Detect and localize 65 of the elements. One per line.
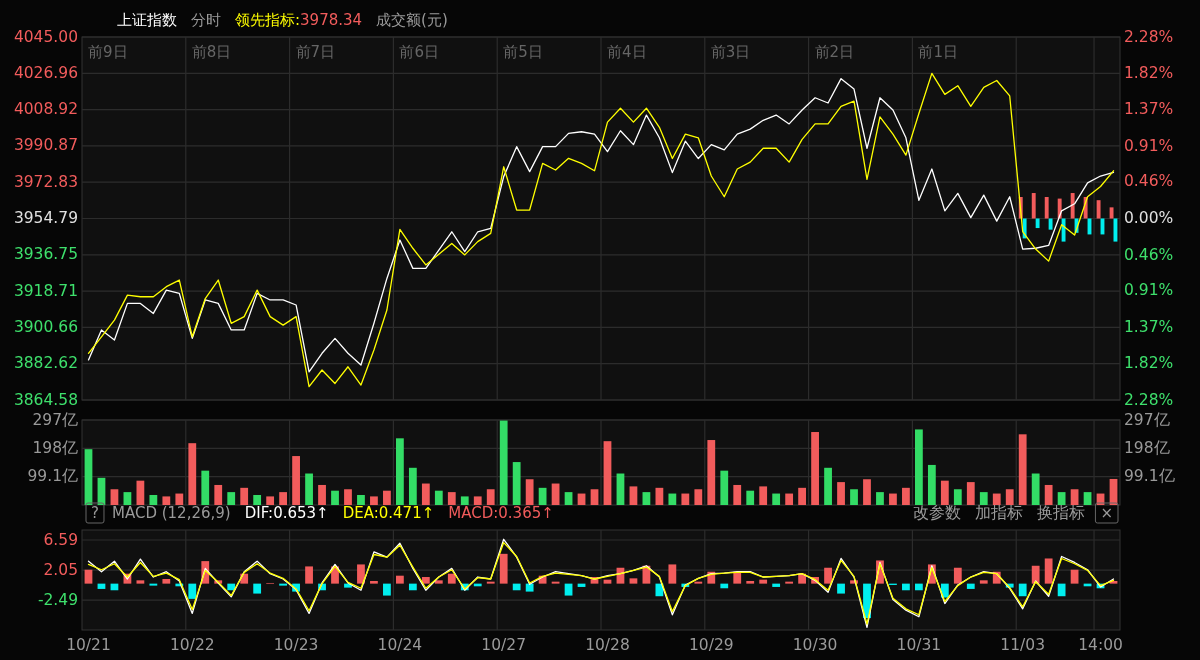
y-tick-label: 99.1亿 bbox=[27, 467, 78, 486]
annotation: 换指标 bbox=[1037, 502, 1086, 522]
y2-tick-label: 2.28% bbox=[1124, 390, 1174, 409]
annotation: 前8日 bbox=[191, 42, 232, 61]
y-tick-label: 4008.92 bbox=[13, 100, 78, 119]
y-tick-label: 3864.58 bbox=[13, 390, 78, 409]
y2-tick-label: 2.28% bbox=[1124, 27, 1174, 46]
y-tick-label: 3954.79 bbox=[13, 209, 78, 227]
y2-tick-label: 297亿 bbox=[1124, 410, 1170, 429]
annotation: 前1日 bbox=[918, 42, 958, 61]
y-tick-label: 3990.87 bbox=[13, 136, 78, 155]
annotation: 改参数 bbox=[913, 502, 962, 522]
x-tick-label: 10/21 bbox=[66, 635, 111, 654]
y2-tick-label: 1.82% bbox=[1124, 64, 1174, 83]
y2-tick-label: 0.46% bbox=[1124, 172, 1174, 191]
annotation: ? bbox=[91, 503, 99, 522]
y-tick-label: 3900.66 bbox=[13, 317, 78, 336]
annotation: 前2日 bbox=[814, 42, 855, 61]
x-tick-label: 14:00 bbox=[1078, 635, 1123, 654]
y-tick-label: -2.49 bbox=[37, 590, 78, 609]
x-tick-label: 10/28 bbox=[585, 635, 630, 654]
text: MACD:0.365↑ bbox=[448, 503, 554, 522]
x-tick-label: 10/23 bbox=[273, 635, 319, 654]
annotation: 前5日 bbox=[503, 42, 543, 61]
text: DEA:0.471↑ bbox=[342, 503, 435, 522]
text: 分时 bbox=[191, 10, 221, 29]
annotation: 前4日 bbox=[607, 42, 647, 61]
annotation: 前6日 bbox=[399, 42, 439, 61]
x-tick-label: 10/22 bbox=[169, 635, 215, 654]
y-tick-label: 2.05 bbox=[43, 560, 78, 579]
annotation: × bbox=[1100, 503, 1113, 522]
text: 上证指数 bbox=[117, 10, 177, 29]
y2-tick-label: 1.37% bbox=[1124, 318, 1174, 337]
annotation: 加指标 bbox=[975, 502, 1024, 522]
y2-tick-label: 0.91% bbox=[1124, 281, 1174, 300]
text: 3978.34 bbox=[300, 10, 363, 29]
y2-tick-label: 99.1亿 bbox=[1124, 467, 1175, 486]
annotation: 前9日 bbox=[88, 42, 128, 61]
y-tick-label: 198亿 bbox=[32, 438, 78, 457]
y-tick-label: 3918.71 bbox=[13, 281, 78, 300]
text: 领先指标: bbox=[235, 10, 301, 29]
annotation: 前7日 bbox=[295, 42, 336, 61]
x-tick-label: 10/24 bbox=[377, 635, 423, 654]
y-tick-label: 297亿 bbox=[32, 410, 78, 429]
text: 成交额(元) bbox=[376, 10, 448, 29]
y2-tick-label: 198亿 bbox=[1124, 438, 1170, 457]
y2-tick-label: 1.82% bbox=[1124, 353, 1174, 372]
y2-tick-label: 1.37% bbox=[1124, 99, 1174, 118]
y-tick-label: 3972.83 bbox=[13, 172, 78, 191]
chart-title: MACD (12,26,9) bbox=[111, 503, 231, 522]
y-tick-label: 6.59 bbox=[43, 530, 78, 549]
x-tick-label: 10/29 bbox=[688, 635, 734, 654]
annotation: 前3日 bbox=[710, 42, 751, 61]
y2-tick-label: 0.00% bbox=[1124, 209, 1174, 227]
x-tick-label: 10/31 bbox=[896, 635, 942, 654]
y-tick-label: 3882.62 bbox=[13, 354, 78, 373]
y2-tick-label: 0.91% bbox=[1124, 136, 1174, 155]
y-tick-label: 3936.75 bbox=[13, 245, 78, 264]
x-tick-label: 10/30 bbox=[792, 635, 838, 654]
x-tick-label: 11/03 bbox=[1000, 635, 1046, 654]
y2-tick-label: 0.46% bbox=[1124, 245, 1174, 264]
x-tick-label: 10/27 bbox=[481, 635, 527, 654]
y-tick-label: 4045.00 bbox=[13, 27, 78, 46]
text: DIF:0.653↑ bbox=[244, 503, 329, 522]
y-tick-label: 4026.96 bbox=[13, 63, 78, 82]
